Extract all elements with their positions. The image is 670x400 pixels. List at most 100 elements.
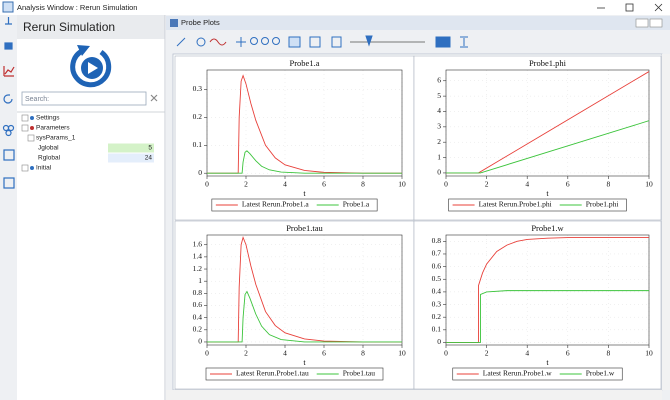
- y-tick-label: 0: [437, 337, 441, 346]
- y-tick-label: 0.3: [432, 299, 442, 308]
- y-tick-label: 0.8: [432, 236, 442, 245]
- series-line: [446, 120, 649, 174]
- tree-label: Initial: [36, 165, 52, 172]
- toolbar-button[interactable]: [288, 36, 301, 48]
- x-tick-label: 10: [398, 349, 406, 358]
- tool-icon[interactable]: [3, 177, 15, 189]
- x-tick-label: 6: [322, 349, 326, 358]
- y-tick-label: 3: [437, 122, 441, 131]
- legend-label: Probe1.tau: [343, 369, 376, 378]
- x-tick-label: 8: [361, 180, 365, 189]
- series-line: [207, 74, 402, 174]
- x-tick-label: 6: [566, 349, 570, 358]
- toolbar-button[interactable]: [331, 36, 342, 48]
- legend-label: Probe1.phi: [586, 200, 619, 209]
- x-tick-label: 4: [283, 349, 287, 358]
- axes-frame: [445, 234, 650, 346]
- toolbar-button[interactable]: [196, 37, 206, 47]
- y-tick-label: 4: [437, 106, 441, 115]
- x-tick-label: 2: [485, 349, 489, 358]
- y-tick-label: 0.4: [193, 312, 203, 321]
- y-tick-label: 0: [437, 168, 441, 177]
- plot-frame: [413, 220, 662, 390]
- series-line: [446, 290, 649, 343]
- sidebar: [17, 15, 165, 400]
- series-line: [207, 236, 402, 343]
- expander[interactable]: [21, 164, 29, 172]
- legend-box: [211, 198, 378, 212]
- toolbar-button[interactable]: [460, 36, 468, 48]
- plot: Probe1.tau 0 0.2 0.4 0.6 0.8 1 1.2 1.4 1.6 0 2 4 6 8 10…: [174, 220, 415, 390]
- search-placeholder: Search:: [25, 96, 49, 103]
- y-tick-label: 0.8: [193, 288, 203, 297]
- x-tick-label: 10: [645, 180, 653, 189]
- tool-icon[interactable]: [3, 94, 13, 104]
- y-tick-label: 1: [198, 276, 202, 285]
- expander[interactable]: [21, 124, 29, 132]
- window-title: Analysis Window : Rerun Simulation: [17, 3, 137, 12]
- h-scrollbar[interactable]: [166, 390, 662, 400]
- panel-icon: [170, 19, 178, 27]
- x-tick-label: 0: [205, 349, 209, 358]
- slider-handle[interactable]: [365, 35, 373, 47]
- toolbar-button[interactable]: [272, 37, 280, 45]
- tool-icon[interactable]: [3, 149, 15, 161]
- expander[interactable]: [21, 114, 29, 122]
- y-tick-label: 0.5: [432, 274, 442, 283]
- x-axis-label: t: [303, 189, 306, 198]
- close-button[interactable]: [654, 3, 663, 12]
- panel-title: Probe Plots: [181, 18, 220, 27]
- y-tick-label: 1.2: [193, 264, 203, 273]
- node-icon: [30, 126, 34, 130]
- tree-label: Jglobal: [38, 145, 59, 152]
- axes-frame: [445, 69, 650, 177]
- y-tick-label: 0.2: [193, 112, 203, 121]
- series-line: [207, 150, 402, 174]
- tree-value: 24: [145, 155, 153, 162]
- scrollbar[interactable]: [662, 54, 670, 390]
- legend-box: [452, 367, 623, 381]
- expander[interactable]: [27, 134, 35, 142]
- plot-title: Probe1.tau: [286, 223, 323, 233]
- legend-box: [448, 198, 627, 212]
- toolbar-button[interactable]: [250, 37, 258, 45]
- toolbar-button[interactable]: [309, 36, 321, 48]
- toolbar-button[interactable]: [435, 36, 451, 48]
- tool-icon[interactable]: [3, 66, 15, 77]
- toolbar-button[interactable]: [176, 37, 186, 47]
- toolbar-button[interactable]: [261, 37, 269, 45]
- y-tick-label: 1.4: [193, 252, 203, 261]
- tool-icon[interactable]: [4, 42, 13, 50]
- x-tick-label: 6: [566, 180, 570, 189]
- tool-icon[interactable]: [7, 124, 15, 132]
- value-cell: [108, 153, 154, 163]
- plot-title: Probe1.a: [290, 58, 320, 68]
- close-panel-button[interactable]: [649, 18, 663, 28]
- x-tick-label: 10: [645, 349, 653, 358]
- tool-strip: [0, 15, 17, 400]
- legend: Latest Rerun.Probe1.w Probe1.w: [452, 367, 623, 381]
- panel-header: [166, 16, 670, 30]
- y-tick-label: 1.6: [193, 239, 203, 248]
- tree-label: sysParams_1: [36, 135, 76, 142]
- search-box[interactable]: [21, 91, 147, 106]
- x-axis-label: t: [546, 358, 549, 367]
- plot-title: Probe1.phi: [529, 58, 567, 68]
- tool-icon[interactable]: [5, 129, 12, 137]
- legend-label: Probe1.a: [343, 200, 370, 209]
- rerun-icon[interactable]: [70, 45, 112, 88]
- restore-button[interactable]: [635, 18, 649, 28]
- toolbar-button[interactable]: [209, 38, 227, 46]
- tree-value: 5: [148, 145, 152, 152]
- x-tick-label: 2: [244, 349, 248, 358]
- y-tick-label: 0.1: [193, 140, 203, 149]
- tree-label: Parameters: [36, 125, 70, 132]
- plot-frame: [174, 220, 415, 390]
- maximize-button[interactable]: [625, 3, 634, 12]
- tool-icon[interactable]: [5, 17, 12, 25]
- x-tick-label: 4: [525, 180, 529, 189]
- toolbar-button[interactable]: [236, 37, 246, 47]
- clear-search[interactable]: [150, 94, 158, 102]
